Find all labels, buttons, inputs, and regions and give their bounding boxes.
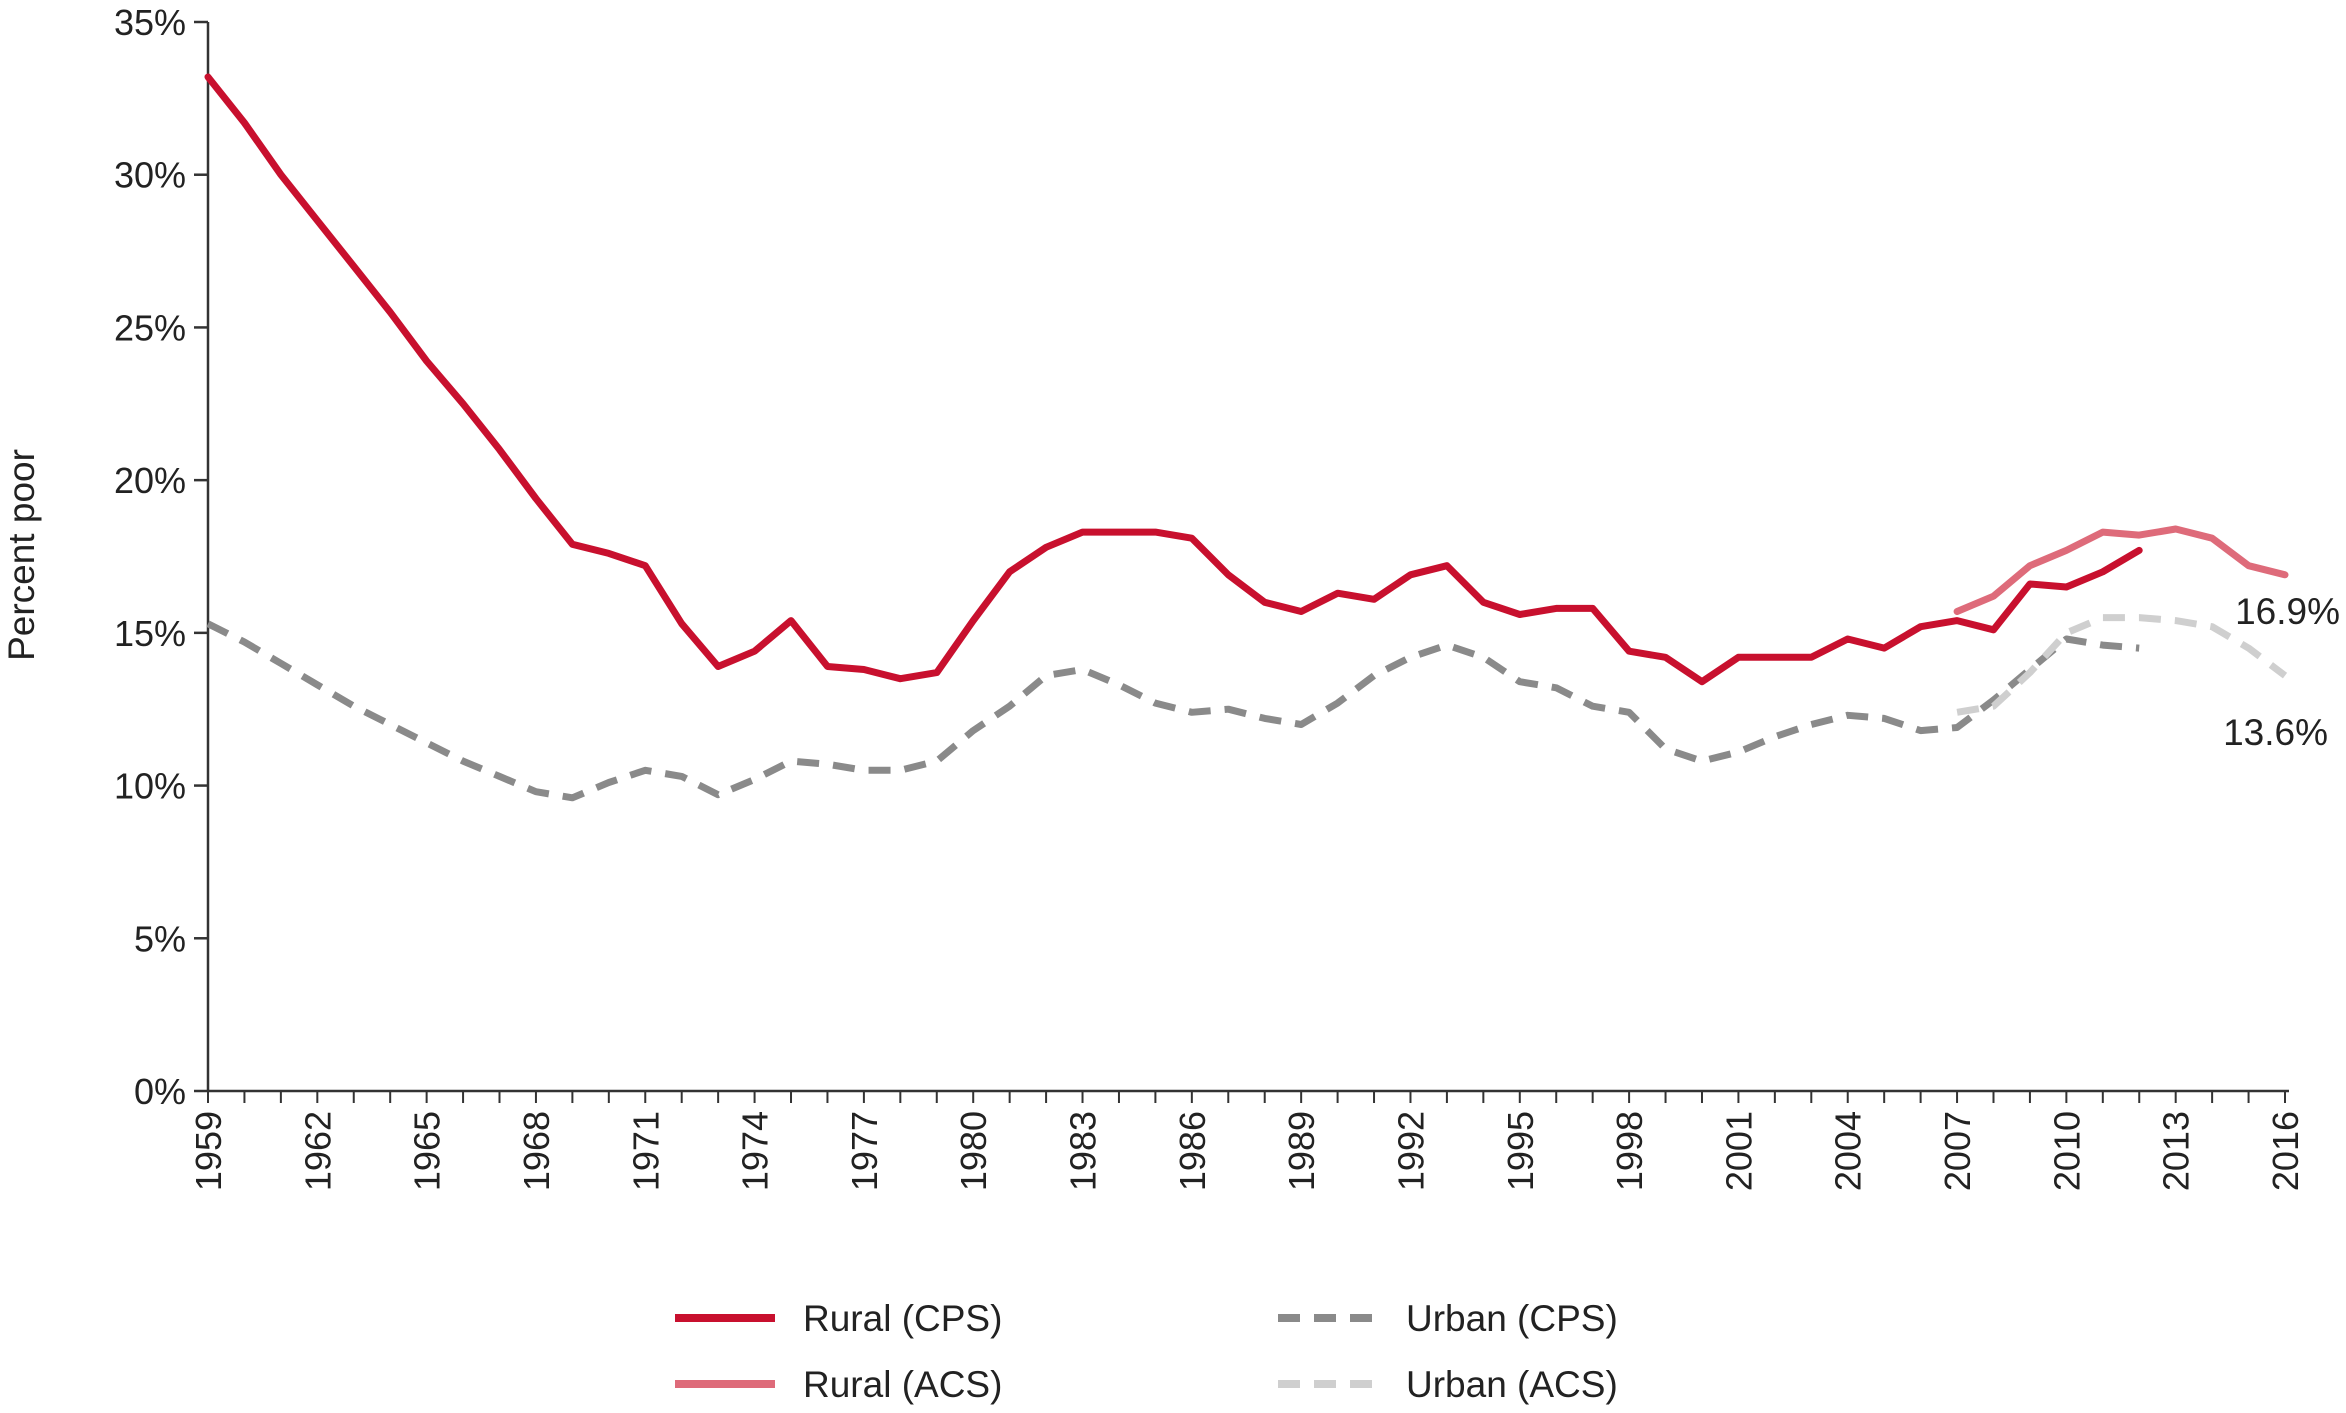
x-tick-label: 2013 (2156, 1111, 2197, 1191)
legend-label-rural-acs: Rural (ACS) (803, 1364, 1002, 1405)
y-axis-title: Percent poor (1, 449, 42, 661)
legend-label-urban-cps: Urban (CPS) (1406, 1298, 1618, 1339)
x-tick-label: 2004 (1828, 1111, 1869, 1191)
x-tick-label: 1962 (297, 1111, 338, 1191)
legend: Rural (CPS) Rural (ACS) Urban (CPS) Urba… (675, 1298, 1618, 1405)
y-tick-label: 30% (114, 155, 186, 196)
x-tick-label: 2007 (1937, 1111, 1978, 1191)
x-tick-label: 2001 (1718, 1111, 1759, 1191)
series-line-urban-acs (1956, 614, 2288, 716)
x-tick-label: 1974 (735, 1111, 776, 1191)
x-tick-label: 1977 (844, 1111, 885, 1191)
x-tick-label: 1998 (1609, 1111, 1650, 1191)
y-tick-label: 5% (134, 918, 186, 959)
x-tick-label: 1959 (188, 1111, 229, 1191)
y-axis-ticks: 0% 5% 10% 15% 20% 25% 30% 35% (114, 2, 208, 1112)
x-tick-label: 1968 (516, 1111, 557, 1191)
x-tick-label: 1989 (1281, 1111, 1322, 1191)
y-tick-label: 0% (134, 1071, 186, 1112)
series-line-urban-cps (206, 620, 2140, 802)
y-tick-label: 35% (114, 2, 186, 43)
legend-label-urban-acs: Urban (ACS) (1406, 1364, 1618, 1405)
chart-axes: 0%5%10%15%20%25%30%35% 1959 1962 1965 1968 1… (114, 2, 2306, 1191)
y-tick-label: 20% (114, 460, 186, 501)
y-tick-label: 25% (114, 307, 186, 348)
x-tick-label: 1971 (625, 1111, 666, 1191)
legend-item-urban-cps: Urban (CPS) (1278, 1298, 1618, 1339)
x-tick-label: 1986 (1172, 1111, 1213, 1191)
x-axis-ticks: 1959 1962 1965 1968 1971 1974 1977 1980 1983 1986… (188, 1091, 2306, 1191)
x-tick-label: 1992 (1390, 1111, 1431, 1191)
end-label-rural: 16.9% (2235, 591, 2340, 632)
legend-item-rural-cps: Rural (CPS) (675, 1298, 1002, 1339)
x-tick-label: 1980 (953, 1111, 994, 1191)
x-tick-label: 2010 (2046, 1111, 2087, 1191)
legend-item-urban-acs: Urban (ACS) (1278, 1364, 1618, 1405)
y-tick-label: 15% (114, 613, 186, 654)
series-line-rural-acs (1953, 525, 2289, 615)
legend-item-rural-acs: Rural (ACS) (675, 1364, 1002, 1405)
x-tick-label: 1995 (1500, 1111, 1541, 1191)
y-tick-label: 10% (114, 766, 186, 807)
legend-label-rural-cps: Rural (CPS) (803, 1298, 1002, 1339)
series-line-rural-cps (204, 73, 2143, 686)
series-lines (204, 73, 2289, 802)
end-label-urban: 13.6% (2223, 712, 2328, 753)
x-tick-label: 1983 (1063, 1111, 1104, 1191)
x-tick-label: 1965 (407, 1111, 448, 1191)
x-tick-label: 2016 (2265, 1111, 2306, 1191)
